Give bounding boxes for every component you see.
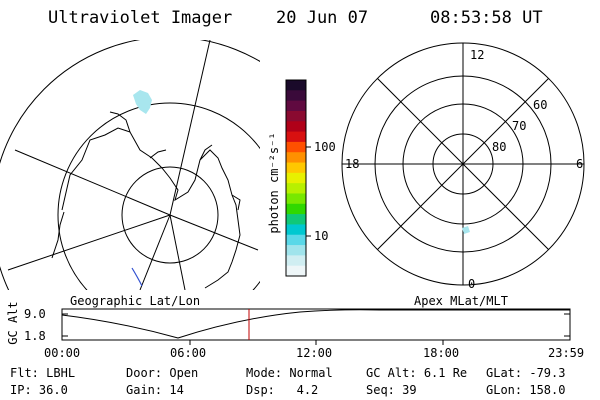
status-glon: GLon: 158.0 (486, 383, 566, 397)
colorbar-segment (286, 121, 306, 133)
colorbar-tick-label: 100 (314, 140, 336, 154)
colorbar-segment (286, 234, 306, 246)
colorbar-segment (286, 110, 306, 122)
longitude-line (169, 214, 259, 251)
colorbar-tick-label: 10 (314, 229, 329, 243)
status-gain: Gain: 14 (126, 383, 184, 397)
altitude-plot (61, 308, 571, 345)
colorbar-segment (286, 172, 306, 184)
mlt-line (377, 78, 549, 250)
geographic-label: Geographic Lat/Lon (70, 294, 201, 308)
altitude-xtick: 23:59 (548, 346, 585, 360)
altitude-xtick: 00:00 (44, 346, 81, 360)
colorbar-segment (286, 141, 306, 153)
colorbar-segment (286, 152, 306, 164)
mlt-label-12: 12 (470, 48, 485, 62)
orbit-track (131, 267, 143, 287)
date-label: 20 Jun 07 (276, 8, 369, 28)
app-title: Ultraviolet Imager (48, 8, 233, 28)
polar-plot (341, 42, 585, 286)
longitude-line (169, 214, 186, 290)
coastline (51, 111, 241, 289)
status-mode: Mode: Normal (246, 366, 333, 380)
altitude-ytick: 1.8 (24, 329, 46, 343)
colorbar-segment (286, 90, 306, 102)
status-gc-alt: GC Alt: 6.1 Re (366, 366, 468, 380)
mlt-label-0: 0 (468, 277, 476, 291)
colorbar-segment (286, 183, 306, 194)
longitude-line (169, 40, 211, 216)
altitude-xtick: 18:00 (423, 346, 460, 360)
lat-label-60: 60 (533, 98, 548, 112)
colorbar-segment (286, 224, 306, 236)
altitude-curve (61, 309, 570, 339)
colorbar-segment (286, 265, 306, 277)
altitude-ytick: 9.0 (24, 307, 46, 321)
colorbar-segment (286, 245, 306, 256)
colorbar-segment (286, 193, 306, 205)
colorbar-segment (286, 214, 306, 225)
altitude-xtick: 06:00 (170, 346, 207, 360)
colorbar-segment (286, 131, 306, 143)
aurora-blob (133, 90, 152, 114)
colorbar-unit-label: photon cm⁻²s⁻¹ (267, 132, 281, 234)
colorbar-segment (286, 80, 306, 91)
mlt-label-18: 18 (345, 157, 360, 171)
colorbar-segment (286, 255, 306, 267)
lat-label-70: 70 (512, 119, 527, 133)
apex-label: Apex MLat/MLT (414, 294, 508, 308)
colorbar (285, 79, 311, 277)
lat-label-80: 80 (492, 140, 507, 154)
longitude-line (7, 214, 171, 271)
time-label: 08:53:58 UT (430, 8, 543, 28)
status-ip: IP: 36.0 (10, 383, 68, 397)
longitude-line (139, 214, 171, 290)
altitude-ylabel: GC Alt (6, 301, 20, 345)
status-door: Door: Open (126, 366, 199, 380)
longitude-line (14, 149, 171, 216)
colorbar-segment (286, 162, 306, 174)
geographic-map (0, 40, 260, 290)
status-seq: Seq: 39 (366, 383, 417, 397)
status-flt: Flt: LBHL (10, 366, 76, 380)
aurora-blob (462, 226, 470, 234)
mlt-label-6: 6 (576, 157, 584, 171)
altitude-xtick: 12:00 (296, 346, 333, 360)
latitude-circle (121, 166, 219, 264)
colorbar-segment (286, 100, 306, 112)
latitude-circle (57, 102, 260, 290)
status-glat: GLat: -79.3 (486, 366, 566, 380)
colorbar-segment (286, 203, 306, 215)
status-dsp: Dsp: 4.2 (246, 383, 319, 397)
